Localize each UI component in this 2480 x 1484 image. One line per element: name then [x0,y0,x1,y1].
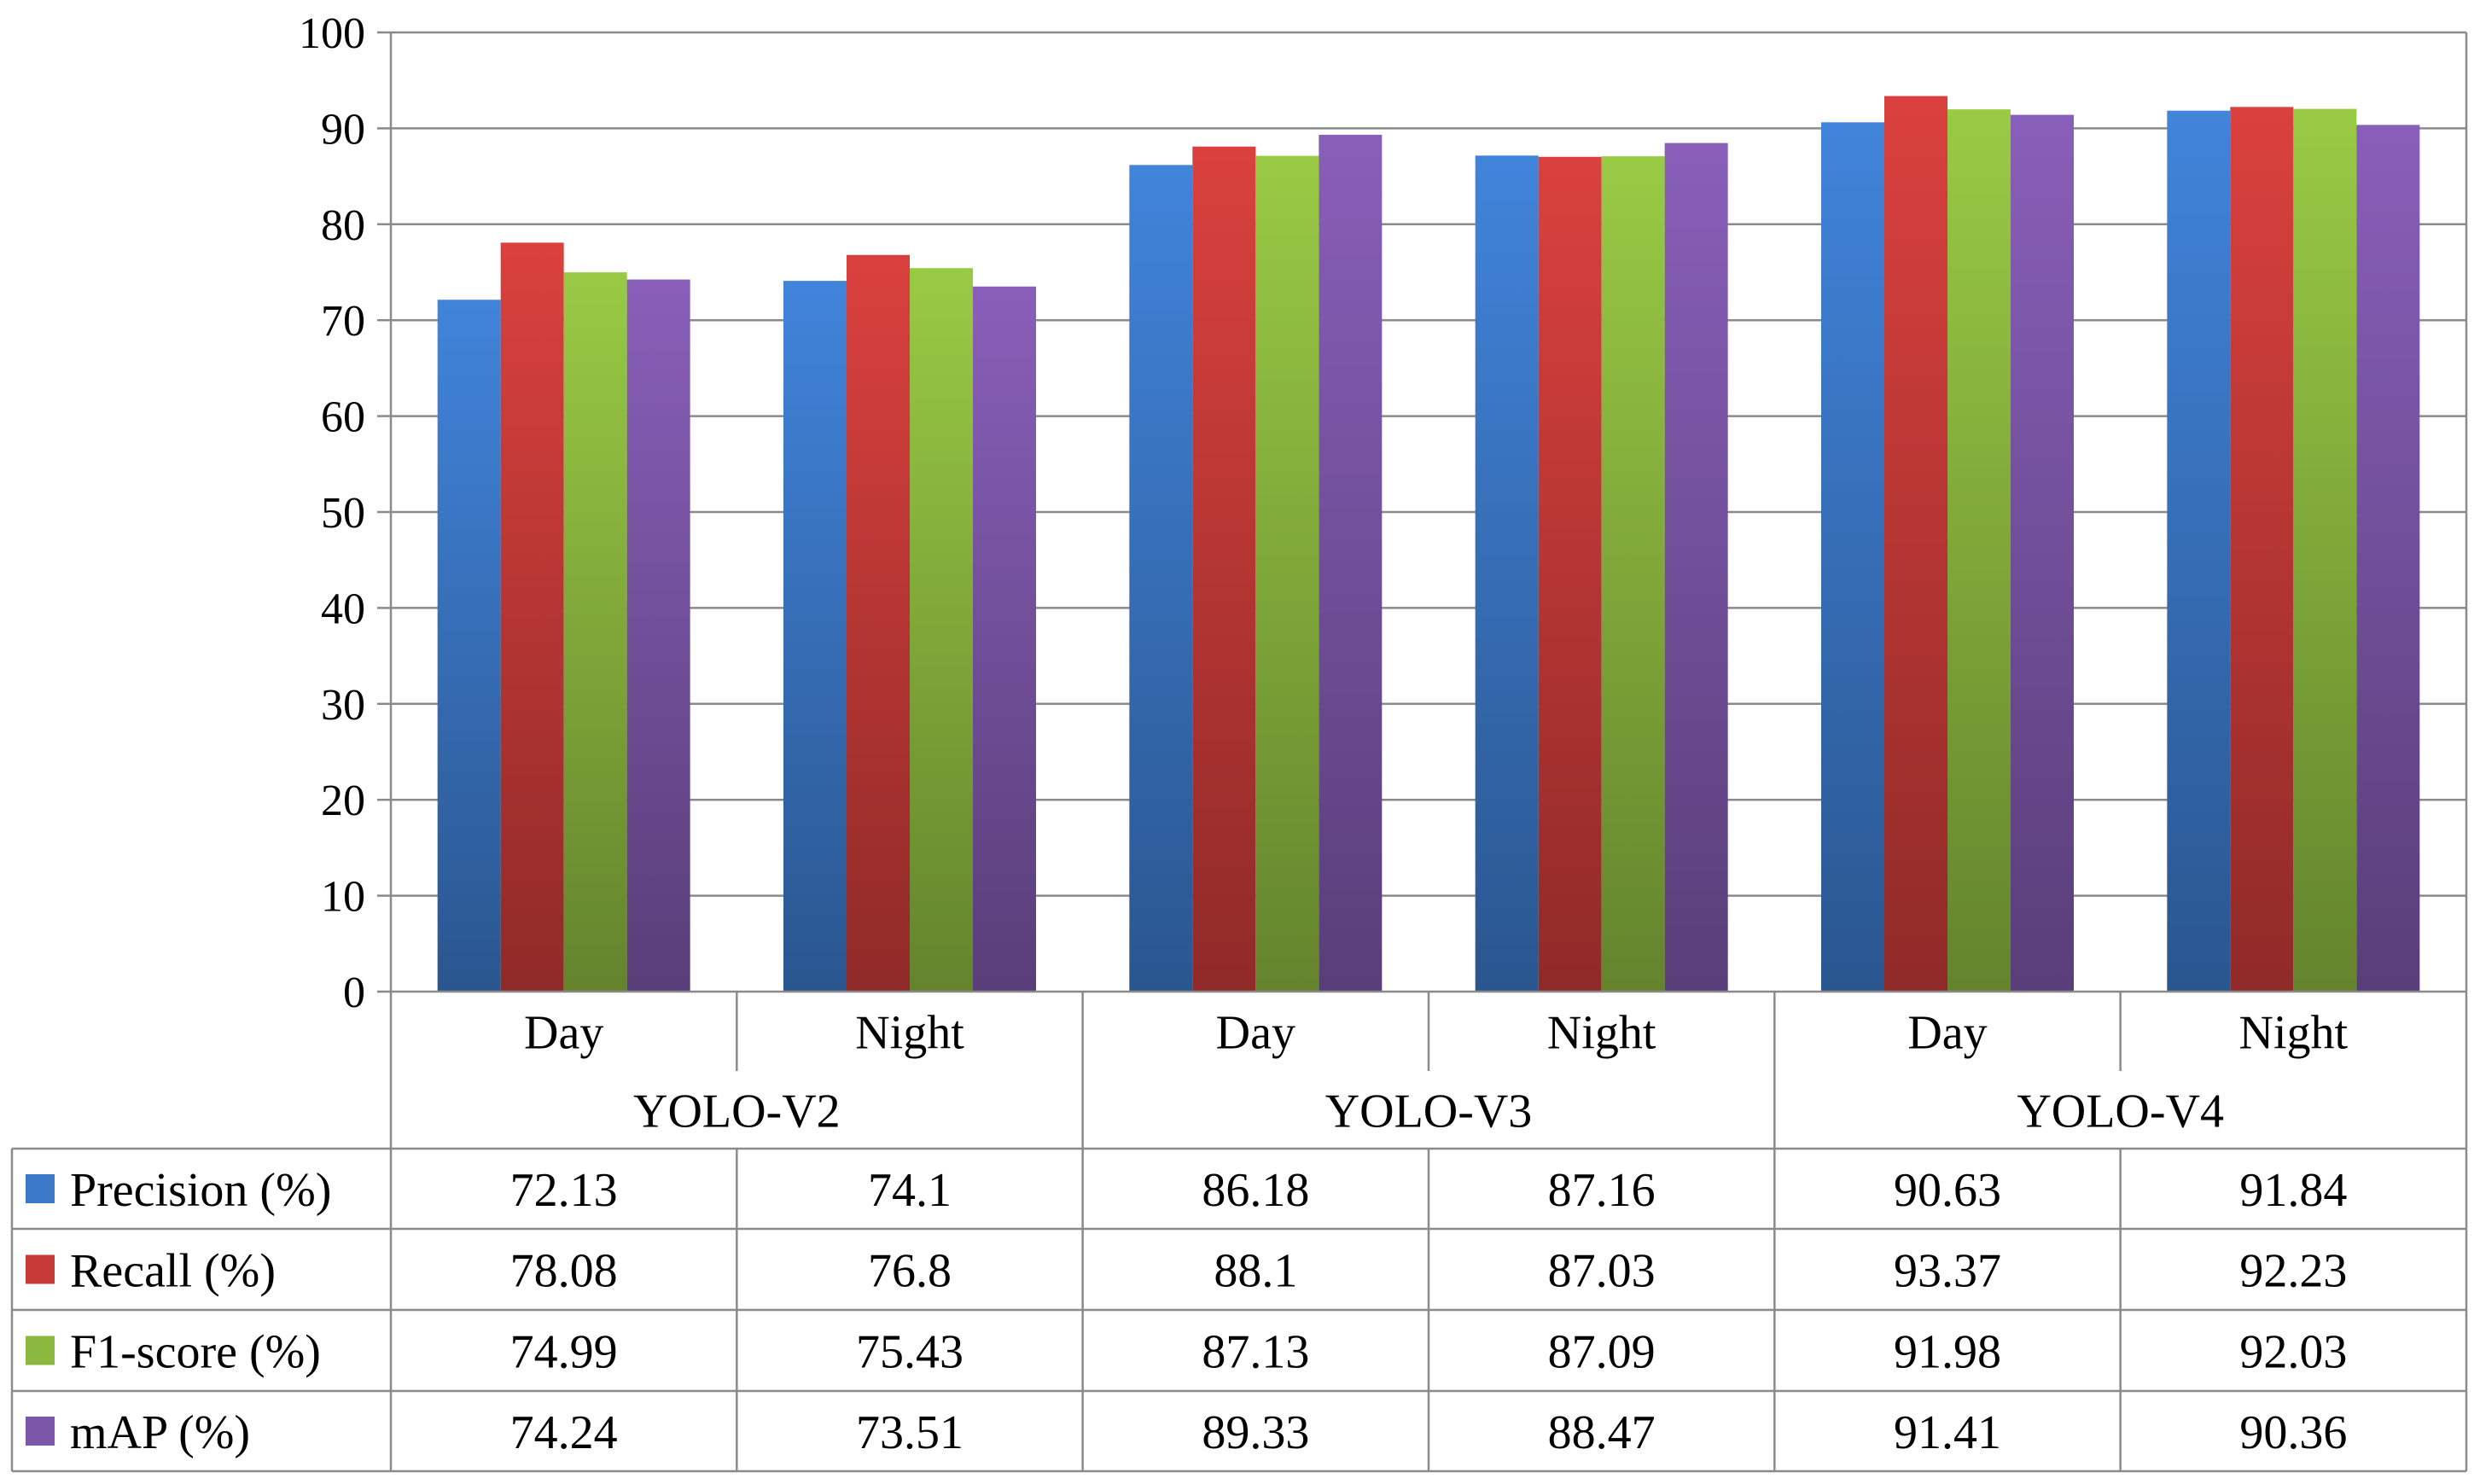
category-label: Day [524,1007,603,1060]
data-label: 89.33 [1202,1406,1309,1459]
data-label: 86.18 [1202,1164,1309,1217]
group-label: YOLO-V4 [2017,1085,2224,1138]
bar [2011,114,2074,992]
bar [1129,165,1193,992]
data-label: 92.03 [2239,1326,2347,1379]
data-label: 73.51 [856,1406,963,1459]
data-label: 91.98 [1894,1326,2001,1379]
data-label: 88.47 [1548,1406,1656,1459]
y-tick-label: 10 [321,873,365,922]
data-label: 74.1 [868,1164,952,1217]
y-tick-label: 40 [321,585,365,633]
bar [1884,96,1947,992]
bar [973,286,1036,992]
bar [783,281,847,992]
data-label: 76.8 [868,1245,952,1298]
bar [1601,156,1665,992]
y-tick-label: 20 [321,777,365,825]
data-label: 74.24 [510,1406,618,1459]
category-label: Day [1907,1007,1987,1060]
y-tick-label: 60 [321,393,365,442]
y-tick-label: 70 [321,297,365,346]
bar [563,272,627,992]
y-tick-label: 100 [299,9,365,58]
data-label: 74.99 [510,1326,618,1379]
data-label: 92.23 [2239,1245,2347,1298]
bar [500,242,564,992]
bar [1192,146,1256,992]
legend-key [26,1417,55,1446]
bar [1475,155,1539,992]
data-label: 87.13 [1202,1326,1309,1379]
bar [626,279,690,992]
data-label: 78.08 [510,1245,618,1298]
bar [847,254,910,992]
bar [2293,108,2357,992]
category-label: Night [2239,1007,2349,1060]
data-label: 91.84 [2239,1164,2347,1217]
data-table: Day Night Day Night Day Night YOLO-V2 YOLO-V3 YO… [10,992,2468,1473]
y-tick-label: 80 [321,201,365,250]
data-label: 72.13 [510,1164,618,1217]
data-label: 75.43 [856,1326,963,1379]
y-tick-label: 50 [321,489,365,538]
y-tick-label: 90 [321,105,365,154]
category-label: Night [1547,1007,1656,1060]
group-label: YOLO-V2 [633,1085,841,1138]
category-label: Night [855,1007,964,1060]
group-label: YOLO-V3 [1325,1085,1533,1138]
data-label: 90.63 [1894,1164,2001,1217]
bar [1821,122,1884,992]
y-tick-label: 30 [321,681,365,730]
bar [2230,107,2294,992]
data-label: 91.41 [1894,1406,2001,1459]
bar [1538,156,1602,992]
data-label: 87.16 [1548,1164,1656,1217]
legend-key [26,1174,55,1203]
bars [437,96,2420,992]
category-label: Day [1216,1007,1295,1060]
data-label: 90.36 [2239,1406,2347,1459]
bar [2167,110,2231,992]
grid-lines [391,31,2466,897]
legend-label: Precision (%) [70,1164,331,1217]
data-label: 87.03 [1548,1245,1656,1298]
bar [437,300,501,992]
data-label: 87.09 [1548,1326,1656,1379]
bar [910,268,973,992]
bar [2356,125,2420,992]
data-label: 88.1 [1214,1245,1297,1298]
bar [1319,134,1383,992]
legend-label: mAP (%) [70,1406,250,1459]
bar [1255,155,1319,992]
y-tick-label: 0 [343,969,365,1017]
bar [1947,109,2011,992]
bar [1664,143,1728,992]
legend-label: Recall (%) [70,1245,276,1298]
data-label: 93.37 [1894,1245,2001,1298]
legend-key [26,1336,55,1365]
legend-key [26,1254,55,1284]
legend-label: F1-score (%) [70,1326,321,1379]
